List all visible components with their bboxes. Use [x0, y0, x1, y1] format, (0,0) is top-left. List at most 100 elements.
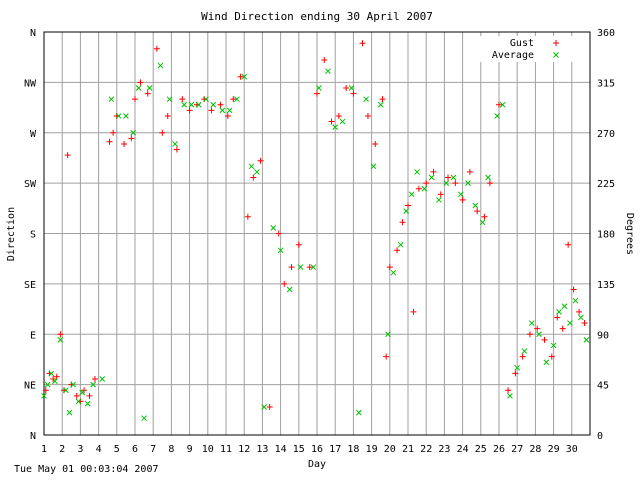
average-point — [390, 269, 397, 276]
gust-point — [452, 180, 459, 187]
gust-point — [496, 101, 502, 108]
average-point — [226, 107, 233, 114]
gust-point — [474, 208, 481, 215]
gust-point — [137, 79, 144, 86]
gust-point — [559, 325, 566, 332]
x-tick-label: 7 — [150, 444, 156, 455]
average-point — [130, 129, 137, 136]
average-point — [57, 336, 64, 343]
average-point — [254, 169, 260, 175]
gust-point — [121, 140, 128, 147]
y-tick-label-right: 135 — [597, 280, 615, 291]
gust-point — [343, 84, 350, 91]
average-point — [75, 398, 82, 405]
average-point — [370, 163, 377, 170]
gust-point — [217, 101, 224, 108]
average-point — [528, 320, 535, 326]
y-tick-label-right: 225 — [597, 179, 615, 190]
average-point — [62, 387, 69, 394]
x-tick-label: 16 — [311, 444, 323, 455]
gust-point — [321, 56, 328, 63]
gust-point — [173, 146, 180, 153]
y-tick-label-right: 360 — [597, 28, 615, 39]
gust-point — [415, 185, 422, 192]
gust-point — [132, 96, 138, 103]
x-tick-label: 3 — [77, 444, 83, 455]
x-tick-label: 28 — [529, 444, 541, 455]
gust-point — [459, 196, 466, 203]
average-point — [115, 113, 122, 119]
gust-point — [244, 213, 251, 220]
average-point — [84, 400, 91, 407]
gust-point — [445, 174, 452, 181]
average-point — [561, 303, 568, 310]
x-tick-label: 9 — [187, 444, 193, 455]
gust-point — [565, 241, 572, 248]
legend-average-marker — [553, 52, 559, 58]
gust-point — [364, 112, 371, 119]
gust-point — [399, 219, 406, 226]
gust-point — [328, 118, 335, 125]
average-point — [261, 404, 268, 410]
average-point — [135, 85, 142, 91]
gust-point — [394, 247, 401, 254]
gust-point — [257, 157, 264, 164]
average-point — [507, 392, 513, 399]
gust-point — [281, 280, 288, 287]
x-tick-label: 11 — [220, 444, 232, 455]
x-tick-label: 14 — [275, 444, 287, 455]
x-tick-label: 2 — [59, 444, 65, 455]
y-tick-label-left: N — [30, 431, 36, 442]
gust-point — [359, 40, 366, 47]
gust-point — [405, 202, 411, 209]
average-point — [465, 180, 471, 186]
gust-point — [295, 241, 302, 248]
gust-point — [306, 264, 313, 271]
average-point — [583, 336, 590, 343]
x-tick-label: 17 — [329, 444, 341, 455]
average-point — [578, 314, 584, 321]
average-point — [123, 113, 129, 119]
gust-point — [64, 152, 71, 159]
gust-point — [526, 331, 533, 338]
gust-point — [179, 96, 186, 103]
gust-point — [481, 213, 488, 220]
average-point — [44, 381, 51, 388]
gust-point — [153, 45, 160, 52]
x-tick-label: 19 — [366, 444, 378, 455]
average-point — [219, 107, 226, 114]
average-point — [339, 118, 346, 125]
average-point — [146, 85, 153, 91]
average-point — [556, 309, 562, 315]
average-point — [41, 392, 47, 399]
average-point — [181, 101, 187, 108]
gust-point — [350, 90, 357, 97]
y-tick-label-right: 180 — [597, 230, 615, 241]
average-point — [543, 359, 550, 366]
gust-point — [512, 370, 519, 377]
average-point — [514, 364, 521, 371]
y-axis-left-ticks: N NE E SE S SW W NW N — [24, 28, 37, 442]
average-point — [99, 376, 106, 382]
legend-markers — [553, 40, 559, 58]
gust-point — [335, 112, 342, 119]
average-point — [521, 348, 528, 354]
x-axis-label: Day — [308, 459, 326, 470]
average-point — [248, 163, 255, 170]
x-tick-label: 18 — [347, 444, 359, 455]
gust-point — [164, 112, 171, 119]
average-point — [277, 247, 284, 254]
average-point — [310, 264, 317, 270]
y-tick-label-right: 90 — [597, 330, 609, 341]
series-gust — [42, 40, 588, 411]
y-tick-label-left: E — [30, 330, 36, 341]
legend-gust-marker — [553, 40, 559, 46]
x-tick-label: 8 — [168, 444, 174, 455]
gust-point — [466, 168, 473, 175]
gust-point — [208, 107, 215, 114]
gust-point — [576, 308, 583, 315]
gust-point — [275, 230, 282, 237]
average-point — [414, 169, 420, 175]
gust-point — [570, 286, 577, 293]
gust-point — [314, 90, 320, 97]
